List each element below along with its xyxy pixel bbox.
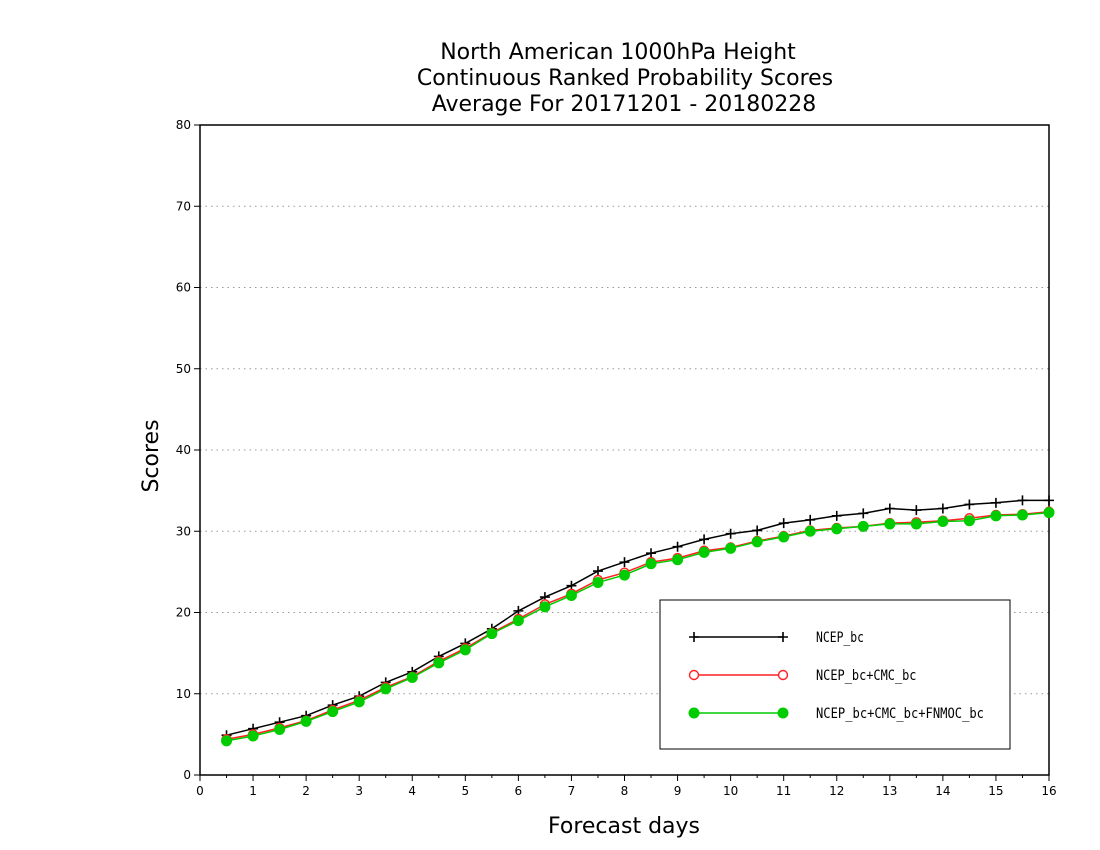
title-line-3: Average For 20171201 - 20180228 bbox=[432, 92, 817, 117]
data-point bbox=[751, 536, 763, 548]
data-point bbox=[831, 523, 843, 535]
data-point bbox=[699, 534, 710, 545]
x-tick-label: 16 bbox=[1041, 784, 1056, 798]
legend-marker-start-1 bbox=[688, 669, 700, 681]
x-tick-label: 9 bbox=[674, 784, 682, 798]
x-tick-label: 7 bbox=[568, 784, 576, 798]
data-point bbox=[406, 672, 418, 683]
data-point bbox=[645, 558, 657, 570]
data-point bbox=[592, 576, 604, 588]
x-tick-label: 15 bbox=[988, 784, 1003, 798]
data-point bbox=[327, 706, 339, 718]
data-point bbox=[512, 615, 524, 627]
x-tick-label: 5 bbox=[461, 784, 469, 798]
x-tick-label: 0 bbox=[196, 784, 204, 798]
data-point bbox=[274, 724, 286, 735]
x-tick-label: 14 bbox=[935, 784, 950, 798]
x-tick-label: 1 bbox=[249, 784, 257, 798]
x-tick-label: 8 bbox=[621, 784, 629, 798]
data-point bbox=[804, 525, 816, 537]
x-tick-label: 13 bbox=[882, 784, 897, 798]
data-point bbox=[1016, 509, 1028, 521]
data-point bbox=[990, 510, 1002, 522]
x-axis-title: Forecast days bbox=[548, 814, 700, 839]
data-point bbox=[247, 730, 259, 742]
series-lines bbox=[221, 495, 1055, 747]
x-tick-label: 3 bbox=[355, 784, 363, 798]
data-point bbox=[937, 516, 949, 527]
legend-label-0: NCEP_bc bbox=[816, 630, 864, 646]
data-point bbox=[539, 601, 551, 613]
title-line-2: Continuous Ranked Probability Scores bbox=[417, 66, 833, 91]
series-2 bbox=[221, 507, 1055, 747]
y-axis-title: Scores bbox=[139, 419, 164, 492]
data-point bbox=[910, 518, 922, 530]
data-point bbox=[619, 569, 630, 581]
data-point bbox=[486, 628, 498, 640]
data-point bbox=[433, 657, 445, 669]
data-point bbox=[725, 542, 737, 554]
data-point bbox=[937, 503, 948, 514]
data-point bbox=[884, 503, 895, 514]
data-point bbox=[565, 589, 577, 601]
data-point bbox=[857, 520, 869, 532]
y-tick-label: 10 bbox=[176, 687, 191, 701]
legend: NCEP_bc NCEP_bc+CMC_bc NCEP_bc+CMC_bc+FNMO… bbox=[659, 599, 1011, 750]
y-tick-label: 30 bbox=[176, 524, 191, 538]
data-point bbox=[858, 508, 869, 519]
y-tick-label: 70 bbox=[176, 199, 191, 213]
data-point bbox=[884, 518, 896, 530]
data-point bbox=[380, 683, 392, 695]
legend-label-2: NCEP_bc+CMC_bc+FNMOC_bc bbox=[816, 706, 984, 722]
data-point bbox=[805, 514, 816, 525]
data-point bbox=[778, 518, 789, 529]
data-point bbox=[964, 499, 975, 510]
data-point bbox=[672, 554, 684, 566]
y-tick-label: 50 bbox=[176, 362, 191, 376]
x-tick-label: 2 bbox=[302, 784, 310, 798]
data-point bbox=[725, 528, 736, 539]
data-point bbox=[300, 715, 312, 727]
legend-marker-start-0 bbox=[689, 632, 699, 642]
y-tick-label: 80 bbox=[176, 118, 191, 132]
data-point bbox=[353, 696, 365, 708]
data-point bbox=[459, 644, 471, 656]
y-tick-label: 40 bbox=[176, 443, 191, 457]
data-point bbox=[672, 541, 683, 552]
data-point bbox=[963, 515, 975, 527]
data-point bbox=[831, 510, 842, 521]
x-tick-label: 10 bbox=[723, 784, 738, 798]
data-point bbox=[911, 505, 922, 516]
data-point bbox=[221, 735, 233, 747]
legend-marker-end-0 bbox=[778, 632, 788, 642]
x-tick-label: 11 bbox=[776, 784, 791, 798]
legend-marker-end-2 bbox=[777, 707, 789, 719]
data-point bbox=[646, 548, 657, 559]
y-tick-label: 60 bbox=[176, 281, 191, 295]
grid-lines bbox=[200, 205, 1049, 695]
x-tick-label: 12 bbox=[829, 784, 844, 798]
data-point bbox=[778, 531, 790, 543]
legend-marker-end-1 bbox=[777, 669, 789, 681]
data-point bbox=[592, 566, 603, 577]
x-tick-label: 6 bbox=[515, 784, 523, 798]
legend-label-1: NCEP_bc+CMC_bc bbox=[816, 668, 917, 684]
data-point bbox=[1044, 495, 1054, 506]
data-point bbox=[752, 525, 763, 536]
data-point bbox=[1043, 507, 1055, 519]
y-tick-label: 0 bbox=[183, 768, 191, 782]
x-tick-label: 4 bbox=[408, 784, 416, 798]
data-point bbox=[990, 497, 1001, 508]
data-point bbox=[619, 557, 630, 568]
legend-marker-start-2 bbox=[688, 707, 700, 719]
data-point bbox=[698, 546, 710, 558]
chart-title: North American 1000hPa Height Continuous… bbox=[417, 40, 833, 117]
title-line-1: North American 1000hPa Height bbox=[440, 40, 796, 65]
y-tick-label: 20 bbox=[176, 606, 191, 620]
data-point bbox=[1017, 495, 1028, 506]
